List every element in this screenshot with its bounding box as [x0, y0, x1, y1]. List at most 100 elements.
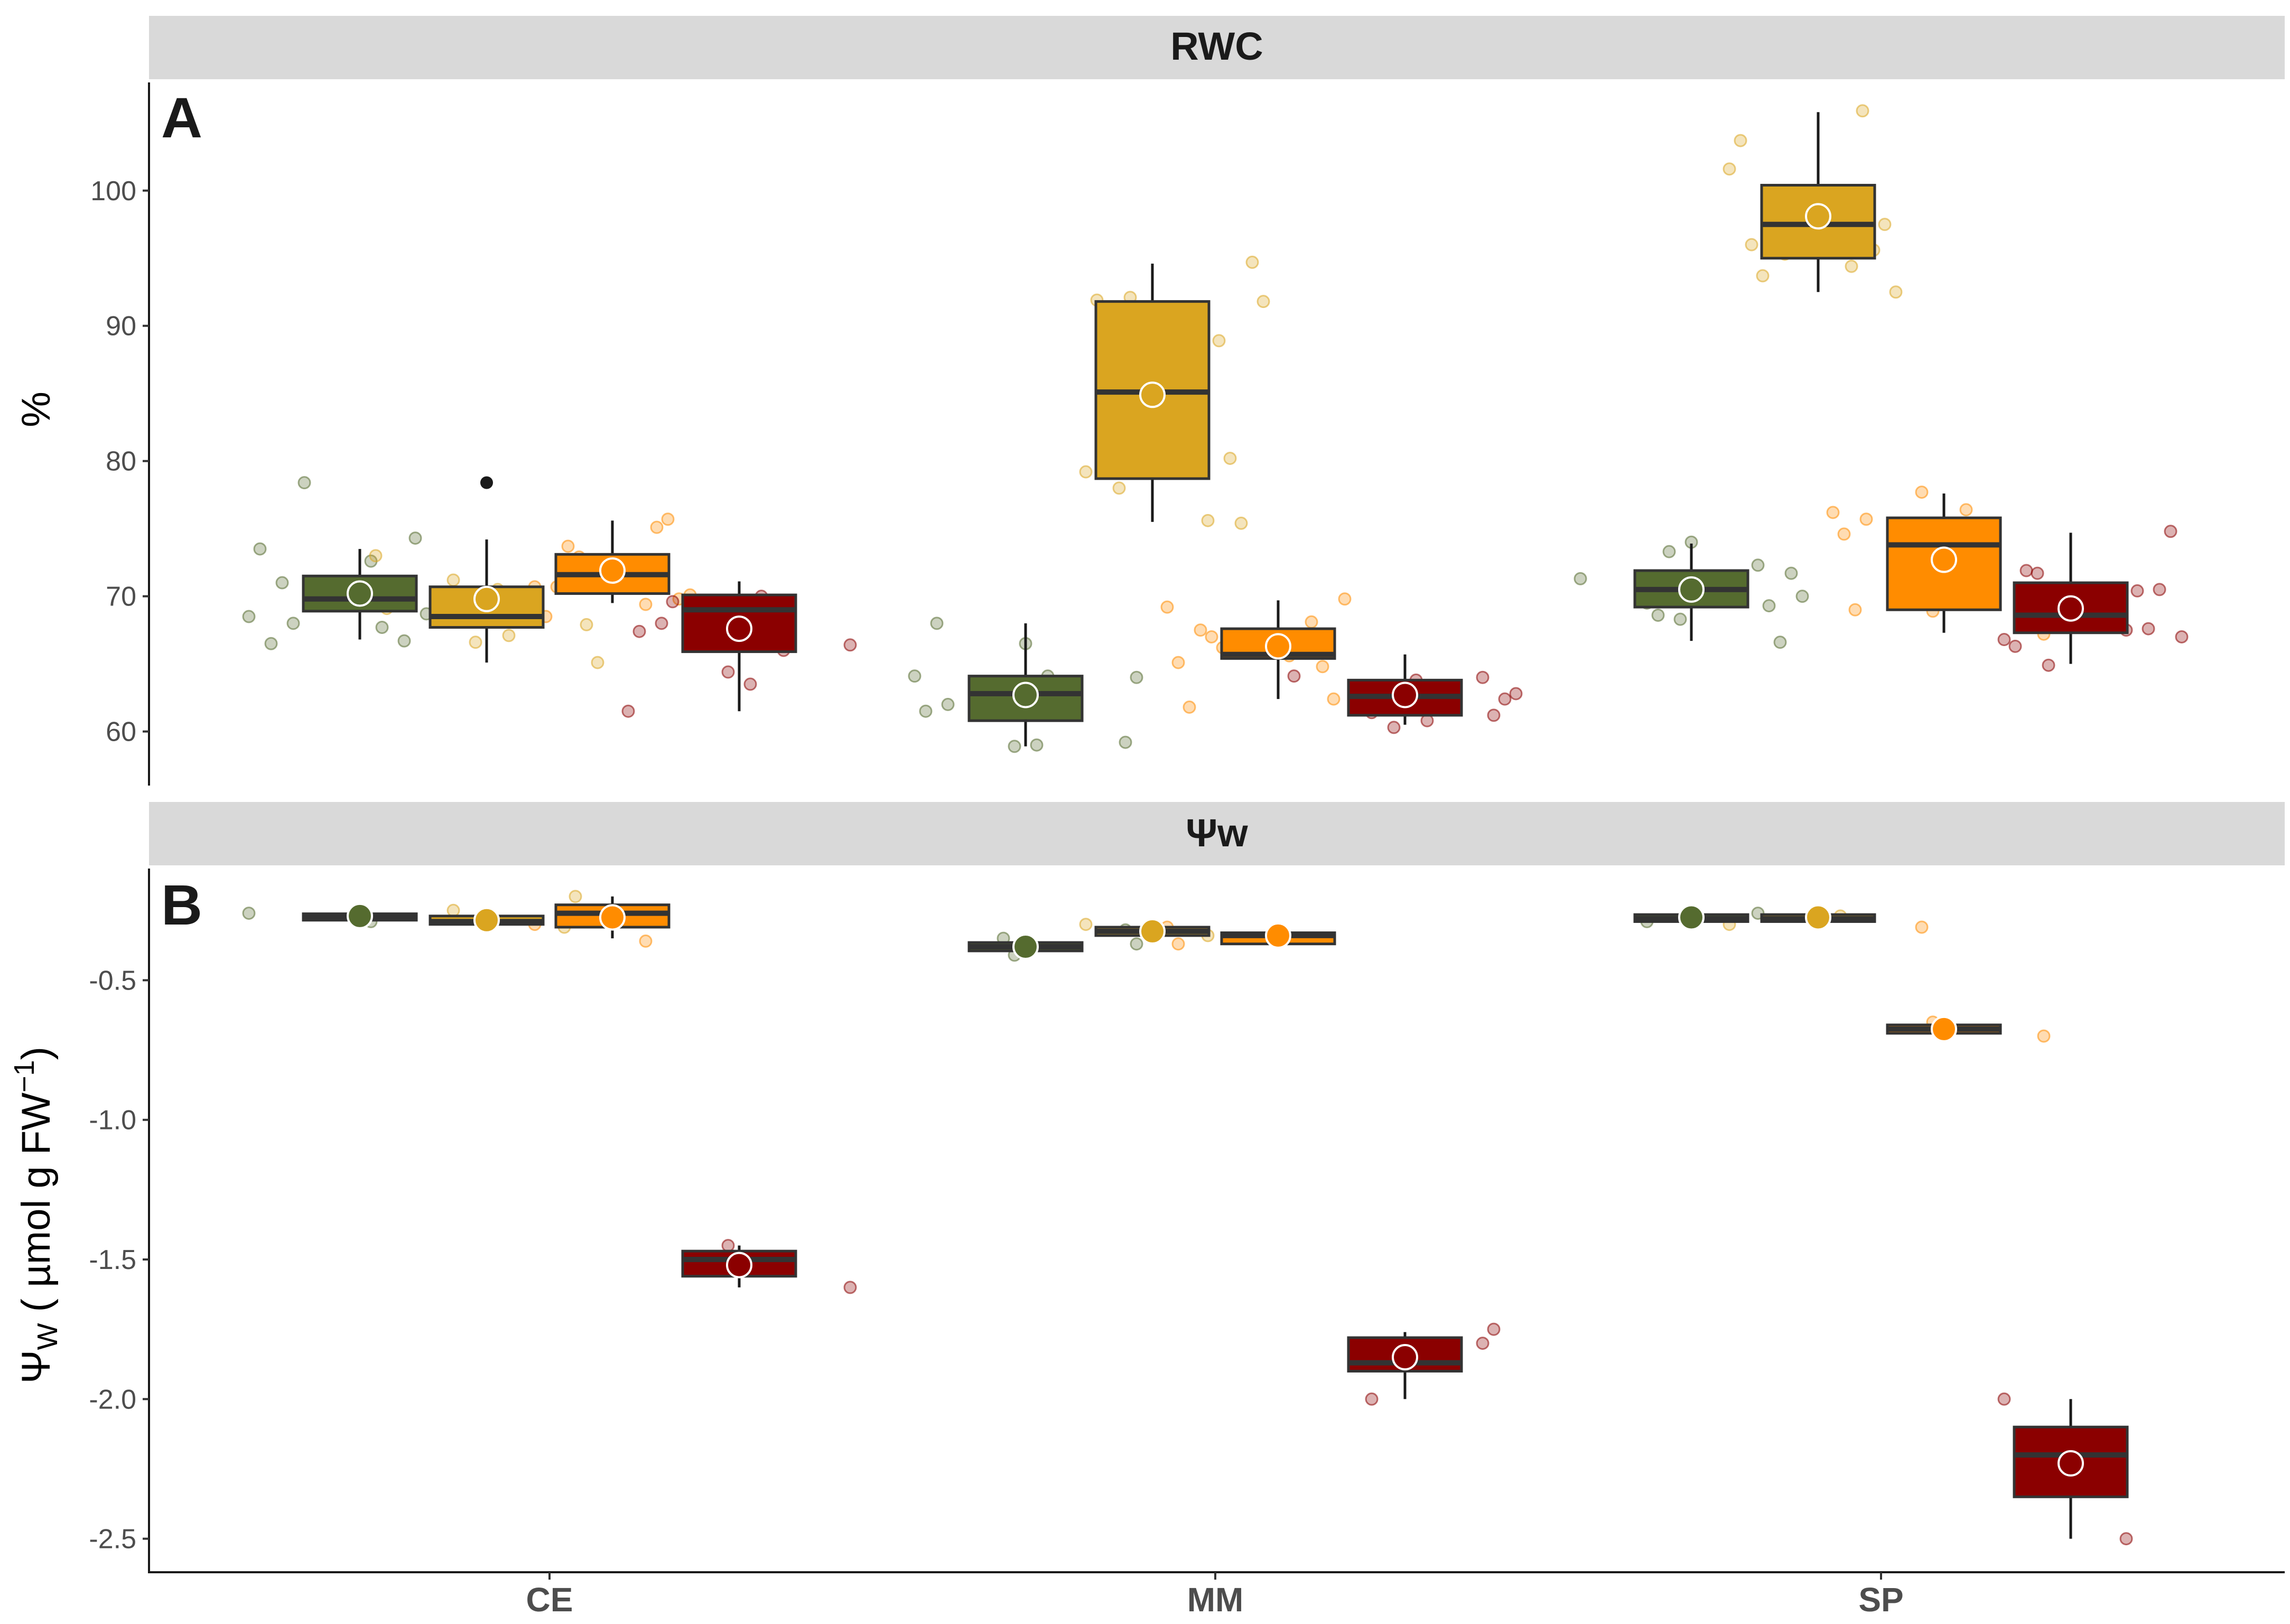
panel-a-point-group3-MM-9 — [1327, 692, 1341, 706]
panel-a-point-group1-SP-2 — [1762, 599, 1776, 613]
panel-b-point-group1-CE-0 — [242, 907, 256, 920]
mean-marker — [1392, 682, 1418, 708]
panel-a-point-group4-SP-3 — [2130, 584, 2144, 598]
panel-a-point-group1-SP-5 — [1662, 545, 1676, 558]
panel-a-point-group3-SP-7 — [1837, 527, 1851, 541]
panel-a-point-group2-SP-10 — [1889, 285, 1903, 299]
panel-a-point-group3-MM-6 — [1194, 623, 1207, 637]
panel-b-box-group4-CE — [681, 1245, 797, 1287]
panel-a-point-group4-MM-6 — [1509, 687, 1523, 701]
panel-b-box-group2-SP — [1760, 904, 1876, 931]
panel-a-point-group1-CE-9 — [408, 531, 422, 545]
panel-a-point-group1-SP-10 — [1574, 572, 1587, 585]
ytick-a-1: 70 — [106, 582, 149, 612]
panel-a-point-group2-SP-8 — [1878, 218, 1892, 231]
panel-a-point-group2-CE-6 — [591, 656, 604, 669]
ytick-a-3: 90 — [106, 311, 149, 342]
panel-a-point-group4-CE-9 — [655, 617, 668, 630]
panel-a-ylabel: % — [14, 391, 59, 427]
mean-marker — [726, 1252, 752, 1278]
panel-b-point-group1-MM-3 — [1130, 937, 1143, 951]
panel-b-point-group4-SP-0 — [1997, 1392, 2011, 1406]
panel-a-box-group4-SP — [2013, 533, 2129, 664]
strip-b: Ψw — [149, 802, 2285, 865]
mean-marker — [1931, 546, 1957, 573]
ytick-b-4: -2.5 — [89, 1524, 149, 1555]
panel-a-point-group2-SP-1 — [1723, 162, 1736, 176]
mean-marker — [473, 907, 500, 934]
panel-a-point-group4-CE-4 — [743, 677, 757, 691]
ytick-a-1-label: 70 — [106, 582, 136, 612]
ytick-b-0: -0.5 — [89, 965, 149, 996]
panel-a-point-group1-CE-2 — [253, 542, 267, 556]
xtick-1: MM — [1187, 1572, 1243, 1619]
mean-marker — [2058, 1450, 2084, 1477]
panel-a-point-group3-MM-0 — [1160, 600, 1174, 614]
panel-b-point-group3-SP-0 — [1915, 920, 1929, 934]
panel-b-box-group1-CE — [302, 902, 418, 929]
panel-b-point-group3-SP-1 — [2037, 1029, 2051, 1043]
panel-b-point-group4-SP-1 — [2119, 1532, 2133, 1546]
mean-marker — [1265, 633, 1291, 660]
panel-b-box-group4-SP — [2013, 1399, 2129, 1539]
ytick-b-1-label: -1.0 — [89, 1105, 136, 1136]
panel-b-point-group2-CE-2 — [569, 890, 582, 903]
panel-a-point-group1-CE-3 — [375, 621, 389, 634]
panel-a-point-group1-SP-6 — [1784, 566, 1798, 580]
panel-a-point-group1-MM-7 — [919, 704, 933, 718]
panel-b-y-ticks: -0.5 -1.0 -1.5 -2.0 -2.5 — [89, 965, 149, 1555]
mean-marker — [1805, 904, 1831, 931]
panel-a-point-group3-SP-8 — [1959, 503, 1973, 517]
panel-b-point-group2-MM-0 — [1079, 918, 1093, 931]
panel-a-point-group2-MM-11 — [1256, 295, 1270, 309]
panel-a-point-group4-SP-4 — [2019, 564, 2033, 577]
panel-a-data — [242, 104, 2189, 753]
panel-b-box-group1-SP — [1633, 904, 1749, 931]
panel-a-point-group2-SP-7 — [1756, 269, 1770, 283]
ytick-b-2: -1.5 — [89, 1245, 149, 1275]
panel-letter-a: A — [161, 86, 202, 150]
panel-b-point-group3-MM-2 — [1171, 937, 1185, 951]
panel-a-point-group3-CE-4 — [661, 512, 675, 526]
panel-a-point-group1-SP-8 — [1795, 590, 1809, 603]
ylabel-subscript: W — [32, 1323, 63, 1350]
panel-a-point-group4-SP-5 — [2142, 622, 2155, 636]
panel-a-point-group2-MM-0 — [1079, 465, 1093, 479]
panel-a-box-group4-MM — [1347, 654, 1463, 725]
panel-a-point-group4-CE-0 — [721, 665, 735, 679]
ytick-b-3: -2.0 — [89, 1384, 149, 1415]
mean-marker — [2058, 595, 2084, 622]
panel-a-point-group4-CE-11 — [666, 595, 679, 609]
panel-a-point-group3-MM-2 — [1171, 656, 1185, 669]
panel-a-point-group2-MM-6 — [1112, 481, 1126, 495]
panel-a-point-group3-CE-2 — [650, 520, 664, 534]
panel-a-point-group3-MM-5 — [1305, 615, 1318, 629]
panel-a-point-group4-SP-11 — [2175, 630, 2189, 643]
panel-a-point-group4-CE-1 — [843, 638, 857, 652]
panel-b-point-group3-CE-0 — [639, 934, 653, 948]
strip-b-background — [149, 802, 2285, 865]
panel-a-point-group3-SP-5 — [1826, 506, 1840, 519]
mean-marker — [1265, 922, 1291, 949]
ytick-b-0-label: -0.5 — [89, 965, 136, 996]
panel-a-point-group4-CE-3 — [621, 704, 635, 718]
panel-a-point-group3-CE-7 — [561, 539, 575, 553]
panel-a-point-group1-MM-9 — [930, 617, 944, 630]
panel-b-point-group4-MM-2 — [1487, 1322, 1501, 1336]
panel-b-box-group4-MM — [1347, 1332, 1463, 1399]
panel-a-point-group3-CE-0 — [639, 598, 653, 611]
panel-b-data — [242, 890, 2133, 1546]
panel-a-box-group3-CE — [554, 520, 671, 603]
panel-a-point-group1-MM-6 — [1030, 738, 1044, 752]
panel-a-point-group4-MM-4 — [1498, 692, 1512, 706]
panel-b-point-group4-MM-0 — [1476, 1337, 1490, 1350]
panel-a-box-group3-SP — [1886, 493, 2002, 633]
panel-a-point-group4-MM-5 — [1387, 721, 1401, 734]
panel-a-point-group4-SP-2 — [2008, 639, 2022, 653]
panel-a-point-group2-MM-7 — [1234, 516, 1248, 530]
panel-b-ylabel: ΨW ( µmol g FW−1) — [8, 1047, 63, 1384]
ytick-a-4: 100 — [90, 176, 149, 207]
panel-a-point-group1-CE-7 — [397, 634, 411, 648]
panel-a-point-group3-MM-7 — [1316, 660, 1329, 674]
ylabel-units: ( µmol g FW — [14, 1093, 59, 1323]
